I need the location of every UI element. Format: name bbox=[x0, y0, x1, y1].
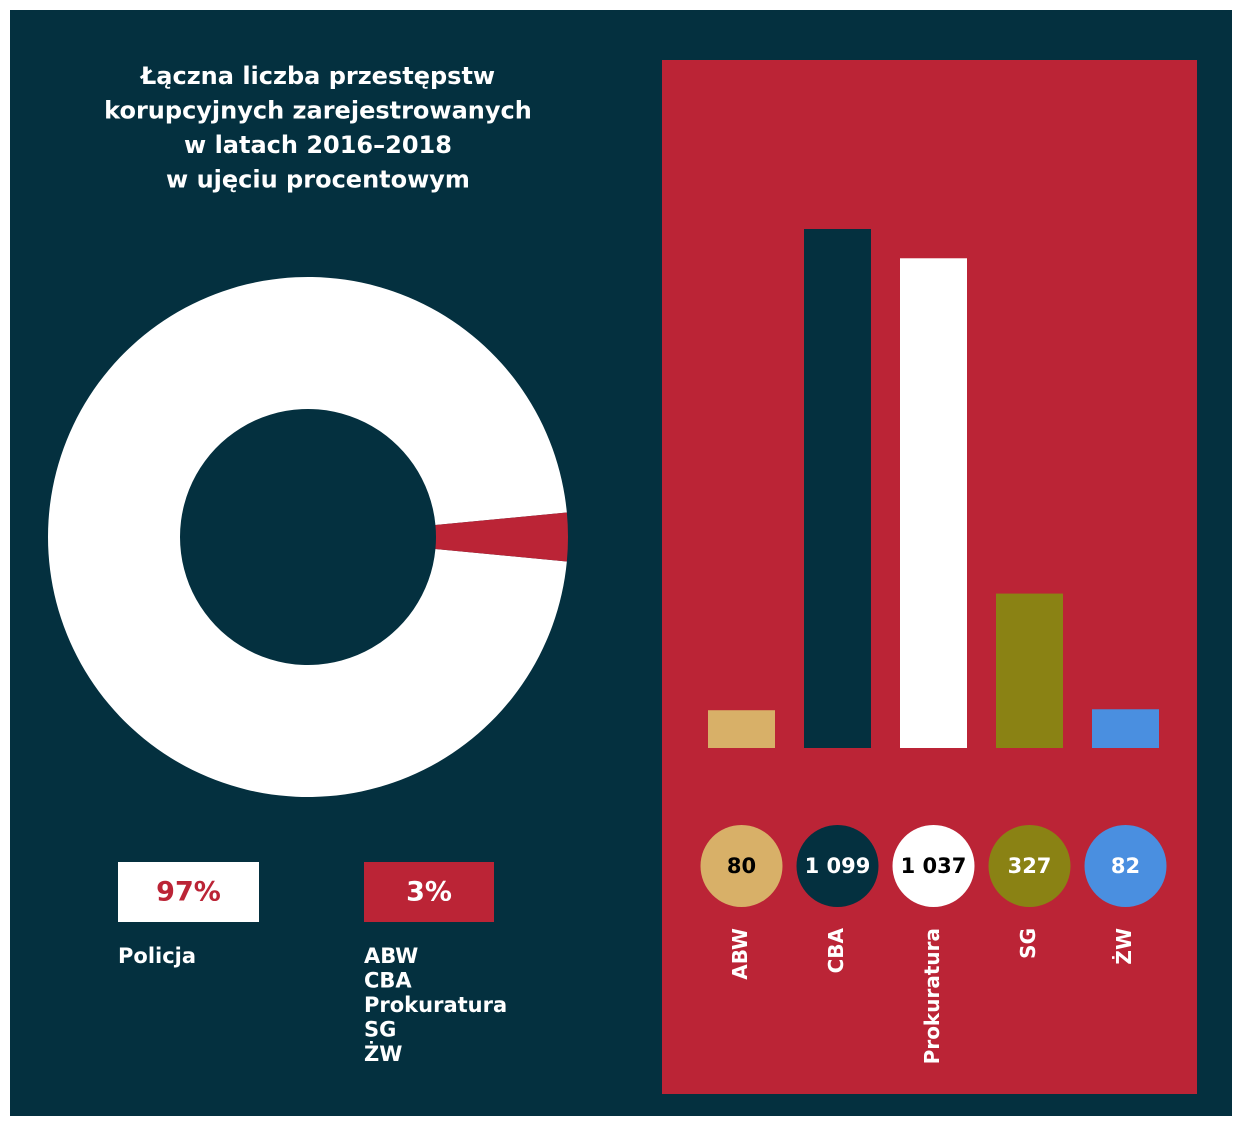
category-label: ABW bbox=[728, 928, 752, 980]
category-label: CBA bbox=[824, 927, 848, 973]
value-label: 82 bbox=[1111, 854, 1140, 878]
donut-slice bbox=[435, 512, 568, 562]
value-badge bbox=[796, 825, 879, 907]
bar bbox=[1092, 709, 1159, 748]
chart-title: w latach 2016–2018 bbox=[184, 131, 452, 159]
legend-label: ABW bbox=[364, 944, 418, 968]
value-badge bbox=[700, 825, 783, 907]
legend-label: CBA bbox=[364, 969, 412, 993]
category-label: ŻW bbox=[1112, 928, 1136, 965]
value-label: 1 099 bbox=[805, 854, 871, 878]
bar bbox=[804, 229, 871, 748]
category-label: Prokuratura bbox=[920, 928, 944, 1064]
legend-swatch bbox=[118, 862, 259, 922]
category-label: SG bbox=[1016, 928, 1040, 959]
value-label: 80 bbox=[727, 854, 756, 878]
bar bbox=[996, 593, 1063, 748]
chart-title: Łączna liczba przestępstw bbox=[139, 62, 495, 90]
value-label: 1 037 bbox=[901, 854, 967, 878]
legend-label: Prokuratura bbox=[364, 993, 507, 1017]
legend-label: Policja bbox=[118, 944, 196, 968]
value-badge bbox=[892, 825, 975, 907]
legend-label: SG bbox=[364, 1018, 396, 1042]
legend-swatch bbox=[364, 862, 494, 922]
chart-title: w ujęciu procentowym bbox=[166, 166, 470, 194]
donut-slice bbox=[48, 277, 567, 797]
chart-layer: Łączna liczba przestępstw korupcyjnych za… bbox=[48, 62, 1167, 1066]
value-badge bbox=[988, 825, 1071, 907]
value-label: 97% bbox=[156, 877, 221, 908]
bar bbox=[708, 710, 775, 748]
value-label: 3% bbox=[406, 877, 452, 908]
legend-label: ŻW bbox=[364, 1041, 402, 1066]
value-badge bbox=[1084, 825, 1167, 907]
chart-title: korupcyjnych zarejestrowanych bbox=[104, 97, 532, 125]
bar bbox=[900, 258, 967, 748]
value-label: 327 bbox=[1008, 854, 1052, 878]
